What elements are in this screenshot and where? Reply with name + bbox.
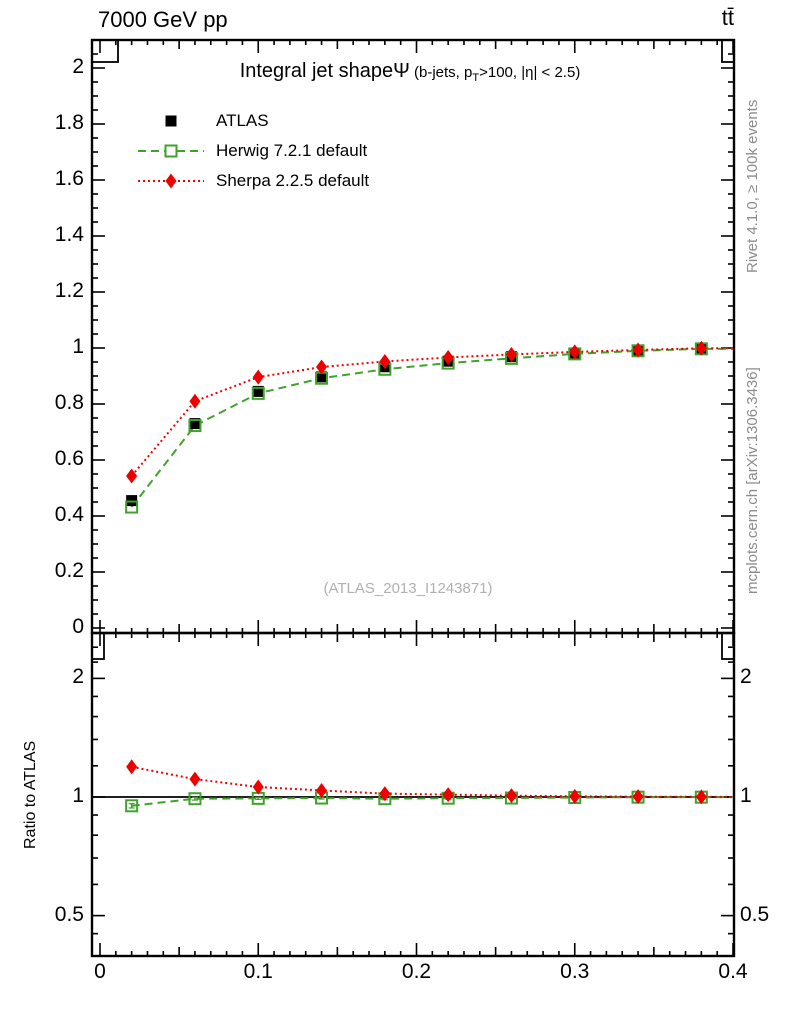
data-marker-diamond bbox=[505, 346, 517, 362]
data-marker-open-square bbox=[251, 386, 265, 400]
legend-label: Sherpa 2.2.5 default bbox=[216, 171, 370, 190]
corner-notch bbox=[721, 632, 735, 660]
data-marker-diamond bbox=[252, 369, 264, 385]
data-marker-open-square bbox=[125, 799, 139, 813]
data-marker-diamond bbox=[505, 788, 517, 804]
data-marker-open-square bbox=[188, 419, 202, 433]
data-marker-diamond bbox=[569, 788, 581, 804]
data-marker-square bbox=[252, 385, 264, 397]
data-marker-diamond bbox=[126, 759, 138, 775]
data-marker-diamond bbox=[695, 789, 707, 805]
rivet-version-note: Rivet 4.1.0, ≥ 100k events bbox=[744, 99, 761, 273]
data-marker-diamond bbox=[316, 359, 328, 375]
data-marker-diamond bbox=[379, 786, 391, 802]
data-marker-diamond bbox=[632, 789, 644, 805]
data-marker-open-square bbox=[125, 500, 139, 514]
data-marker-diamond bbox=[189, 393, 201, 409]
corner-notch bbox=[721, 39, 735, 63]
data-marker-diamond bbox=[569, 344, 581, 360]
data-marker-square bbox=[316, 371, 328, 383]
legend-row: ATLAS bbox=[138, 106, 369, 136]
legend-row: Sherpa 2.2.5 default bbox=[138, 166, 369, 196]
mcplots-arxiv-note: mcplots.cern.ch [arXiv:1306.3436] bbox=[744, 367, 761, 595]
corner-notch bbox=[91, 39, 119, 63]
legend-row: Herwig 7.2.1 default bbox=[138, 136, 369, 166]
legend-marker-diamond-filled bbox=[138, 173, 204, 189]
data-marker-diamond bbox=[379, 353, 391, 369]
data-marker-diamond bbox=[189, 771, 201, 787]
legend: ATLAS Herwig 7.2.1 default Sherpa 2.2.5 de… bbox=[138, 106, 369, 196]
ratio-axis-title: Ratio to ATLAS bbox=[22, 740, 39, 850]
series-line bbox=[130, 347, 733, 508]
data-marker-diamond bbox=[442, 787, 454, 803]
data-marker-diamond bbox=[442, 350, 454, 366]
corner-notch bbox=[91, 632, 105, 660]
data-marker-diamond bbox=[695, 340, 707, 356]
legend-label: Herwig 7.2.1 default bbox=[216, 141, 368, 160]
data-marker-diamond bbox=[632, 342, 644, 358]
legend-label: ATLAS bbox=[216, 111, 269, 130]
legend-marker-square-filled bbox=[165, 115, 177, 127]
data-marker-open-square bbox=[188, 792, 202, 806]
data-marker-diamond bbox=[126, 468, 138, 484]
data-marker-diamond bbox=[252, 779, 264, 795]
ratio-panel-frame bbox=[90, 631, 736, 958]
legend-marker-square-open bbox=[138, 144, 204, 158]
data-marker-diamond bbox=[316, 782, 328, 798]
data-marker-square bbox=[189, 418, 201, 430]
